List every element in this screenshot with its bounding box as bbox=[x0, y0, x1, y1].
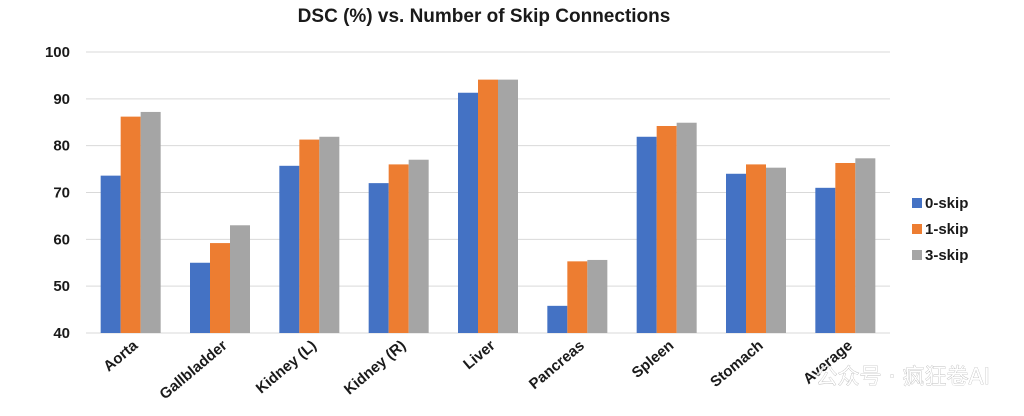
legend-label: 1-skip bbox=[925, 221, 968, 238]
y-axis: 40 50 60 70 80 90 100 bbox=[45, 44, 70, 342]
bar-3-skip-stomach bbox=[766, 167, 786, 333]
watermark-text: 公众号 · 疯狂卷AI bbox=[815, 365, 990, 390]
legend-label: 0-skip bbox=[925, 195, 968, 212]
bar-1-skip-aorta bbox=[120, 116, 141, 333]
bar-3-skip-kidney-l- bbox=[319, 136, 340, 333]
y-tick-label: 80 bbox=[53, 138, 70, 155]
x-tick-label: Kidney (L) bbox=[253, 337, 320, 397]
x-tick-label: Pancreas bbox=[526, 337, 588, 393]
bar-3-skip-spleen bbox=[676, 122, 697, 334]
legend-label: 3-skip bbox=[925, 247, 968, 264]
bar-0-skip-kidney-r- bbox=[368, 183, 389, 333]
x-tick-label: Aorta bbox=[100, 337, 141, 376]
x-tick-label: Stomach bbox=[707, 337, 766, 391]
chart-title: DSC (%) vs. Number of Skip Connections bbox=[298, 6, 671, 27]
bar-1-skip-stomach bbox=[746, 164, 766, 333]
bar-3-skip-gallbladder bbox=[230, 225, 250, 333]
bars bbox=[100, 79, 876, 334]
x-tick-label: Liver bbox=[460, 337, 499, 373]
bar-0-skip-aorta bbox=[100, 175, 121, 333]
bar-1-skip-average bbox=[835, 162, 856, 333]
bar-3-skip-liver bbox=[498, 79, 518, 333]
bar-0-skip-spleen bbox=[636, 136, 657, 333]
legend-swatch bbox=[912, 198, 922, 208]
bar-0-skip-gallbladder bbox=[190, 262, 210, 333]
bar-0-skip-kidney-l- bbox=[279, 165, 300, 333]
bar-3-skip-average bbox=[855, 158, 876, 333]
bar-0-skip-pancreas bbox=[547, 305, 568, 333]
bar-1-skip-gallbladder bbox=[210, 243, 230, 333]
bar-3-skip-kidney-r- bbox=[408, 159, 429, 333]
x-tick-label: Spleen bbox=[629, 337, 678, 382]
x-tick-label: Kidney (R) bbox=[341, 337, 409, 398]
x-tick-label: Gallbladder bbox=[156, 337, 230, 403]
bar-1-skip-pancreas bbox=[567, 261, 588, 333]
y-tick-label: 40 bbox=[53, 325, 70, 342]
bar-1-skip-kidney-r- bbox=[388, 164, 409, 333]
legend: 0-skip 1-skip 3-skip bbox=[912, 195, 968, 264]
bar-3-skip-pancreas bbox=[587, 259, 608, 333]
bar-1-skip-liver bbox=[478, 79, 498, 333]
y-tick-label: 100 bbox=[45, 44, 70, 61]
bar-0-skip-liver bbox=[458, 92, 478, 334]
bar-1-skip-kidney-l- bbox=[299, 139, 320, 333]
bar-0-skip-stomach bbox=[726, 173, 746, 333]
x-axis: Aorta Gallbladder Kidney (L) Kidney (R) Live… bbox=[100, 337, 856, 403]
y-tick-label: 50 bbox=[53, 278, 70, 295]
legend-swatch bbox=[912, 224, 922, 234]
bar-1-skip-spleen bbox=[656, 125, 677, 333]
bar-0-skip-average bbox=[815, 187, 836, 333]
y-tick-label: 70 bbox=[53, 185, 70, 202]
bar-3-skip-aorta bbox=[140, 111, 161, 334]
y-tick-label: 90 bbox=[53, 91, 70, 108]
legend-swatch bbox=[912, 250, 922, 260]
y-tick-label: 60 bbox=[53, 231, 70, 248]
